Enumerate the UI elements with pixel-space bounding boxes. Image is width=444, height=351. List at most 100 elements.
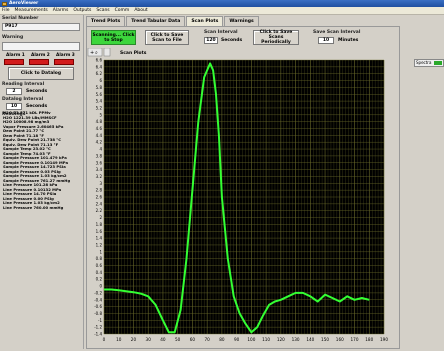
reading-item: Line Pressure 0.00 PSIg	[3, 195, 54, 201]
tab-warnings[interactable]: Warnings	[224, 16, 259, 26]
menu-outputs[interactable]: Outputs	[73, 8, 92, 13]
save-scan-button[interactable]: Click to Save Scan to File	[145, 30, 189, 45]
y-tick-label: 6.2	[96, 71, 103, 76]
readings-label: Readings	[2, 112, 26, 117]
tab-trend-plots[interactable]: Trend Plots	[86, 16, 126, 26]
y-tick-label: 3.6	[96, 160, 103, 165]
menu-comm[interactable]: Comm	[114, 8, 130, 13]
readings-list: H2O 23.571 kDL PPMv H2O 1221.39 LBs/MMSCF…	[3, 110, 81, 210]
y-tick-label: 5.6	[96, 92, 103, 97]
spectra-trace-line	[104, 62, 370, 334]
y-tick-label: -0.6	[94, 304, 102, 309]
y-tick-label: 6.4	[96, 64, 103, 69]
y-tick-label: 2.4	[96, 201, 103, 206]
reading-item: Line Pressure 1.03 kg/cm2	[3, 200, 60, 205]
save-periodically-button[interactable]: Click to Save Scans Periodically	[253, 30, 299, 45]
y-tick-label: 5.2	[96, 105, 103, 110]
reading-item: Line Pressure 14.70 PSIa	[3, 191, 57, 196]
x-tick-label: 190	[380, 337, 388, 342]
reading-item: Sample Pressure 14.723 PSIa	[3, 164, 66, 169]
legend-swatch	[434, 61, 442, 65]
window-title: AeroViewer	[9, 1, 39, 6]
alarm-1-indicator	[4, 59, 24, 65]
y-tick-label: 0.2	[96, 277, 103, 282]
right-panel	[400, 26, 444, 349]
menu-measurements[interactable]: Measurements	[14, 8, 48, 13]
x-tick-label: 120	[277, 337, 285, 342]
reading-item: Line Pressure 760.00 mmHg	[3, 204, 64, 210]
serial-number-field: P917	[2, 23, 80, 31]
left-panel: Serial Number P917 Warning Alarm 1 Alarm…	[0, 15, 84, 349]
y-tick-label: 1.6	[96, 229, 103, 234]
legend-label: Spectra	[416, 60, 432, 65]
y-tick-label: 4.6	[96, 126, 103, 131]
save-scan-interval-input[interactable]: 10	[318, 37, 334, 44]
reading-item: H2O 23.571 kDL PPMv	[3, 110, 51, 115]
x-tick-label: 30	[146, 337, 152, 342]
menu-alarms[interactable]: Alarms	[52, 8, 69, 13]
zoom-icon: ⌕	[95, 50, 98, 56]
x-tick-label: 70	[204, 337, 210, 342]
scan-interval-label: Scan Interval	[204, 30, 238, 35]
datalog-interval-input[interactable]: 10	[6, 103, 22, 110]
x-tick-label: 80	[219, 337, 225, 342]
plus-icon: +	[90, 50, 94, 56]
hand-tool-icon[interactable]	[103, 47, 111, 57]
y-tick-label: 0.4	[96, 270, 103, 275]
menu-about[interactable]: About	[134, 8, 148, 13]
tab-scan-plots[interactable]: Scan Plots	[186, 16, 224, 26]
alarm-3-label: Alarm 3	[56, 53, 75, 58]
y-tick-label: 1.2	[96, 242, 103, 247]
y-tick-label: 2	[99, 215, 102, 220]
alarm-2-label: Alarm 2	[31, 53, 50, 58]
menu-bar: File Measurements Alarms Outputs Scans C…	[0, 7, 444, 15]
plot-title: Scan Plots	[120, 50, 147, 56]
x-tick-label: 20	[131, 337, 137, 342]
serial-number-label: Serial Number	[2, 16, 39, 21]
datalog-interval-unit: Seconds	[26, 104, 48, 109]
save-scan-interval-label: Save Scan Interval	[313, 30, 361, 35]
y-tick-label: 2.6	[96, 195, 103, 200]
x-tick-label: 40	[160, 337, 166, 342]
scan-chart[interactable]: + ⌕ Scan Plots 6.66.4 6.2 6 5.8 5.6 5.45.2 5 4.…	[86, 47, 400, 349]
scanning-stop-button[interactable]: Scanning... Click to Stop	[91, 30, 136, 45]
x-tick-label: 10	[116, 337, 122, 342]
y-tick-label: 4.8	[96, 119, 103, 124]
warning-field	[2, 42, 80, 51]
scan-interval-input[interactable]: 120	[204, 37, 218, 44]
x-tick-label: 140	[306, 337, 314, 342]
y-tick-label: 5	[99, 112, 102, 117]
tab-trend-tabular-data[interactable]: Trend Tabular Data	[126, 16, 186, 26]
x-tick-label: 180	[365, 337, 373, 342]
x-tick-label: 50	[175, 337, 181, 342]
x-tick-label: 130	[292, 337, 300, 342]
reading-item: Vapor Pressure 2.60465 kPa	[3, 123, 64, 129]
save-scan-interval-unit: Minutes	[338, 38, 359, 43]
datalog-button[interactable]: Click to Datalog	[8, 67, 74, 80]
y-tick-label: -0.8	[94, 311, 102, 316]
y-tick-label: 4	[99, 147, 102, 152]
plot-cursor-tool-icon[interactable]	[87, 47, 103, 57]
menu-file[interactable]: File	[2, 8, 10, 13]
reading-item: Line Pressure 0.10132 MPa	[3, 186, 62, 192]
alarm-1-label: Alarm 1	[6, 53, 25, 58]
reading-item: Line Pressure 101.28 kPa	[3, 182, 58, 187]
y-tick-label: 2.2	[96, 208, 103, 213]
y-tick-label: -0.4	[94, 297, 102, 302]
y-tick-label: -1.4	[94, 332, 102, 337]
reading-item: Sample Pressure 101.479 kPa	[3, 155, 67, 160]
x-tick-label: 60	[190, 337, 196, 342]
tab-bar: Trend Plots Trend Tabular Data Scan Plot…	[86, 16, 260, 26]
y-tick-label: 1	[99, 249, 102, 254]
reading-interval-input[interactable]: 2	[6, 88, 22, 95]
reading-interval-label: Reading Interval	[2, 82, 45, 87]
scan-plot-area: + ⌕ Scan Plots 6.6 6.4 6.2 6 5.8 5.6 5.4 5.2 5 4.…	[86, 47, 400, 349]
menu-scans[interactable]: Scans	[96, 8, 110, 13]
scan-interval-unit: Seconds	[221, 38, 243, 43]
reading-item: Sample Pressure 0.10149 MPa	[3, 159, 69, 165]
y-tick-label: 2.8	[96, 188, 103, 193]
y-tick-label: 3.4	[96, 167, 103, 172]
y-tick-label: 0.8	[96, 256, 103, 261]
x-tick-label: 0	[103, 337, 106, 342]
y-tick-label: 1.4	[96, 236, 103, 241]
